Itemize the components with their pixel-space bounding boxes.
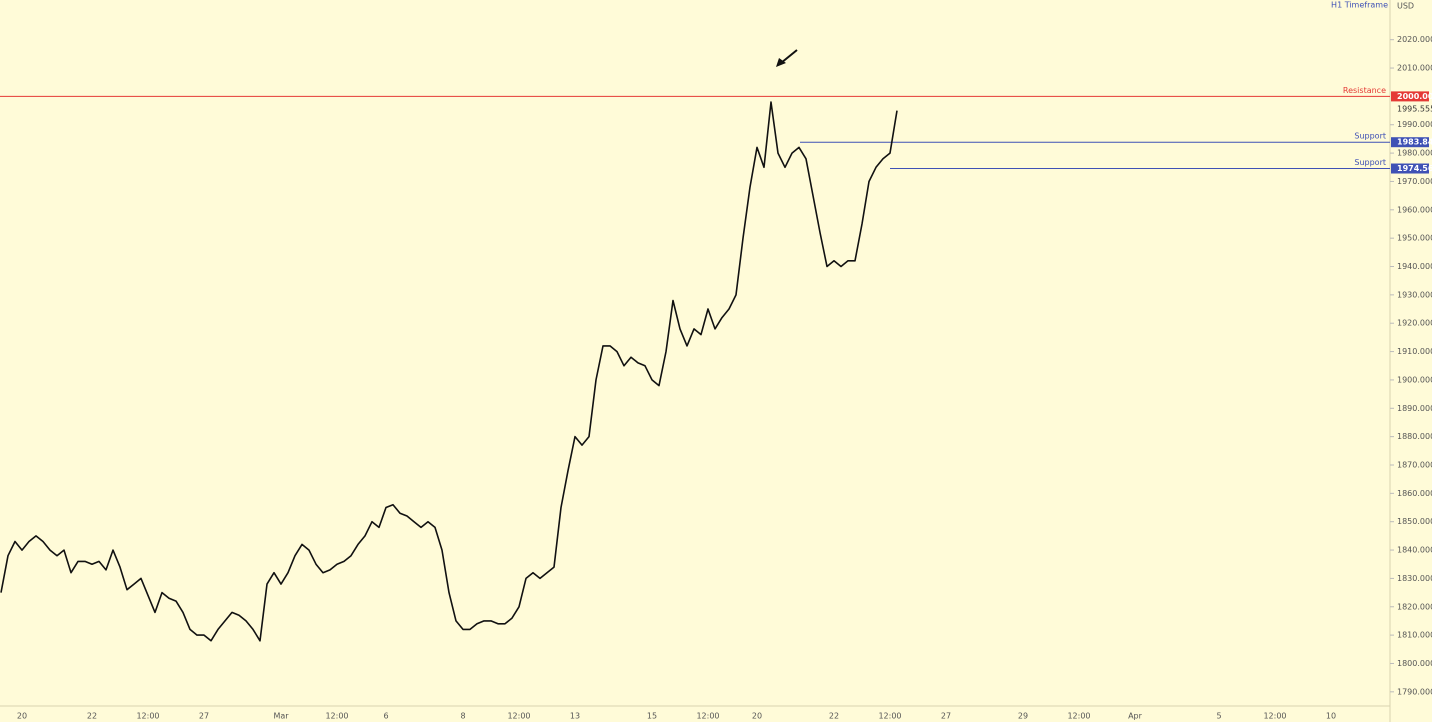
x-tick-label: 6: [383, 712, 388, 721]
level-tag: [1391, 163, 1429, 174]
currency: USD: [1397, 2, 1414, 11]
x-tick-label: 27: [199, 712, 209, 721]
y-tick-label: 1960.000: [1397, 205, 1432, 214]
y-tick-label: 1830.000: [1397, 574, 1432, 583]
x-tick-label: Mar: [273, 712, 289, 721]
y-tick-label: 1930.000: [1397, 290, 1432, 299]
y-tick-label: 1970.000: [1397, 177, 1432, 186]
chart-title: H1 Timeframe: [1331, 1, 1388, 10]
y-tick-label: 1850.000: [1397, 517, 1432, 526]
level-label: 1983.842: [1397, 138, 1432, 147]
x-tick-label: 12:00: [878, 712, 901, 721]
level-label: 1974.564: [1397, 164, 1432, 173]
x-tick-label: 20: [17, 712, 27, 721]
arrow: [776, 49, 798, 67]
last-price-label: 1995.555: [1397, 104, 1432, 113]
level-name: Support: [1354, 158, 1386, 167]
y-tick-label: 2020.000: [1397, 35, 1432, 44]
y-tick-label: 1820.000: [1397, 602, 1432, 611]
x-tick-label: 27: [941, 712, 951, 721]
level-label: 2000.000: [1397, 92, 1432, 101]
y-tick-label: 1920.000: [1397, 319, 1432, 328]
y-tick-label: 1880.000: [1397, 432, 1432, 441]
y-tick-label: 1990.000: [1397, 120, 1432, 129]
x-tick-label: 29: [1018, 712, 1028, 721]
y-tick-label: 1870.000: [1397, 460, 1432, 469]
x-tick-label: 10: [1326, 712, 1336, 721]
y-tick-label: 1940.000: [1397, 262, 1432, 271]
x-tick-label: 13: [570, 712, 580, 721]
x-tick-label: 12:00: [136, 712, 159, 721]
y-tick-label: 1950.000: [1397, 234, 1432, 243]
y-tick-label: 1860.000: [1397, 489, 1432, 498]
y-tick-label: 1980.000: [1397, 149, 1432, 158]
x-tick-label: 20: [752, 712, 762, 721]
x-tick-label: 12:00: [1067, 712, 1090, 721]
x-tick-label: 15: [647, 712, 657, 721]
y-tick-label: 1840.000: [1397, 546, 1432, 555]
x-tick-label: 12:00: [1263, 712, 1286, 721]
x-tick-label: 12:00: [325, 712, 348, 721]
y-tick-label: 2010.000: [1397, 64, 1432, 73]
x-tick-label: 12:00: [507, 712, 530, 721]
x-tick-label: 5: [1216, 712, 1221, 721]
x-tick-label: 22: [87, 712, 97, 721]
x-tick-label: 22: [829, 712, 839, 721]
x-tick-label: 12:00: [696, 712, 719, 721]
y-tick-label: 1810.000: [1397, 631, 1432, 640]
level-name: Resistance: [1343, 86, 1386, 95]
y-tick-label: 1910.000: [1397, 347, 1432, 356]
price-line: [0, 101, 898, 642]
x-tick-label: Apr: [1128, 712, 1143, 721]
level-tag: [1391, 91, 1429, 102]
level-tag: [1391, 137, 1429, 148]
y-tick-label: 1890.000: [1397, 404, 1432, 413]
y-tick-label: 1900.000: [1397, 375, 1432, 384]
level-name: Support: [1354, 132, 1386, 141]
y-tick-label: 1800.000: [1397, 659, 1432, 668]
y-tick-label: 1790.000: [1397, 687, 1432, 696]
x-tick-label: 8: [460, 712, 465, 721]
